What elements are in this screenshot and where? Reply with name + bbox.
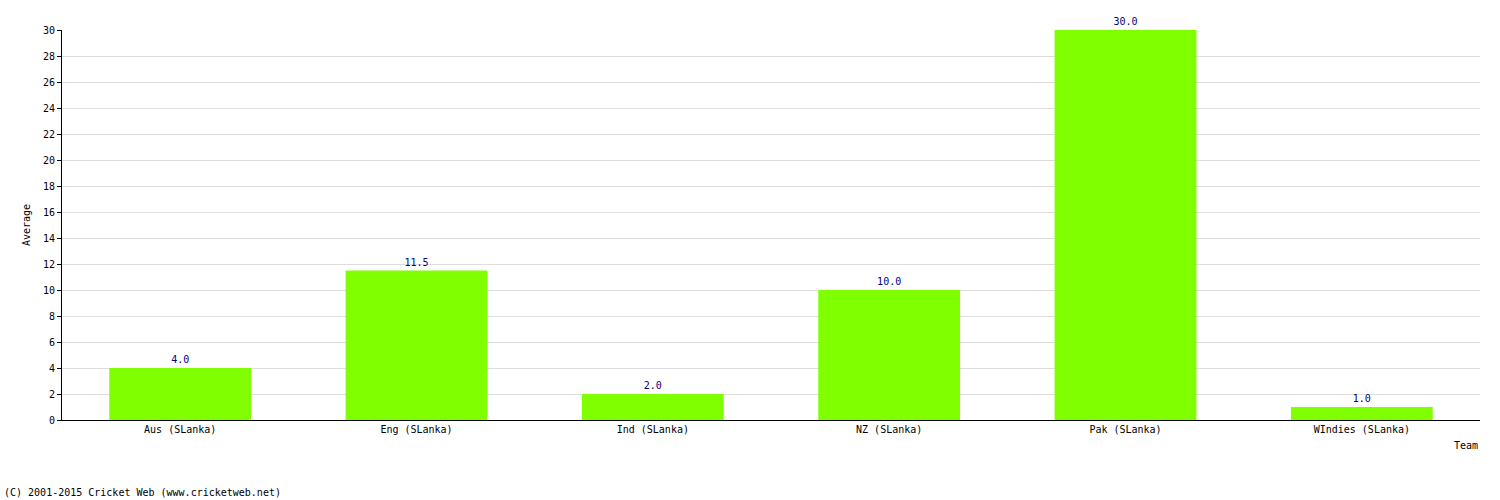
svg-text:Ind (SLanka): Ind (SLanka) xyxy=(617,424,689,435)
svg-text:1.0: 1.0 xyxy=(1353,393,1371,404)
svg-text:Eng (SLanka): Eng (SLanka) xyxy=(380,424,452,435)
svg-text:10: 10 xyxy=(43,285,55,296)
svg-text:11.5: 11.5 xyxy=(404,257,428,268)
svg-text:WIndies (SLanka): WIndies (SLanka) xyxy=(1314,424,1410,435)
svg-text:12: 12 xyxy=(43,259,55,270)
svg-text:0: 0 xyxy=(49,415,55,426)
svg-text:18: 18 xyxy=(43,181,55,192)
svg-text:Team: Team xyxy=(1454,440,1478,451)
svg-text:4.0: 4.0 xyxy=(171,354,189,365)
svg-text:4: 4 xyxy=(49,363,55,374)
svg-text:22: 22 xyxy=(43,129,55,140)
svg-text:24: 24 xyxy=(43,103,55,114)
svg-text:Aus (SLanka): Aus (SLanka) xyxy=(144,424,216,435)
svg-text:16: 16 xyxy=(43,207,55,218)
svg-text:30.0: 30.0 xyxy=(1113,16,1137,27)
svg-text:2.0: 2.0 xyxy=(644,380,662,391)
svg-text:28: 28 xyxy=(43,51,55,62)
svg-text:2: 2 xyxy=(49,389,55,400)
svg-text:8: 8 xyxy=(49,311,55,322)
svg-text:30: 30 xyxy=(43,25,55,36)
svg-text:10.0: 10.0 xyxy=(877,276,901,287)
svg-text:Pak (SLanka): Pak (SLanka) xyxy=(1089,424,1161,435)
svg-text:NZ (SLanka): NZ (SLanka) xyxy=(856,424,922,435)
svg-text:(C) 2001-2015 Cricket Web (www: (C) 2001-2015 Cricket Web (www.cricketwe… xyxy=(4,487,281,498)
svg-text:6: 6 xyxy=(49,337,55,348)
svg-text:26: 26 xyxy=(43,77,55,88)
svg-text:20: 20 xyxy=(43,155,55,166)
svg-text:Average: Average xyxy=(21,204,32,246)
svg-text:14: 14 xyxy=(43,233,55,244)
